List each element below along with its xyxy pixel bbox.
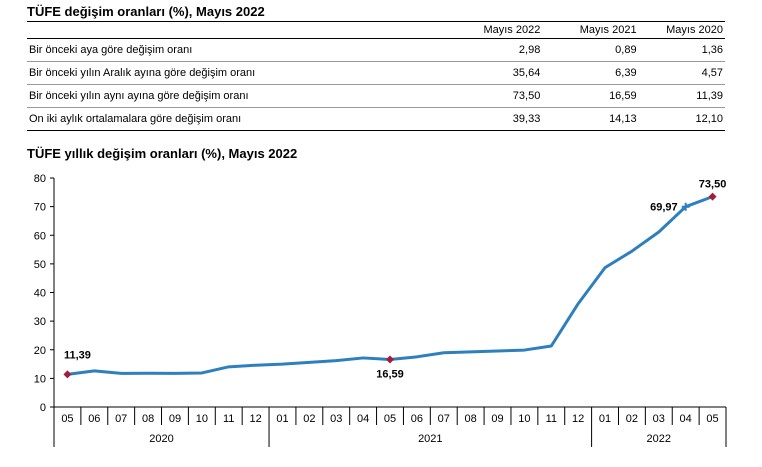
table-cell: 4,57 <box>638 61 725 85</box>
x-tick-label: 11 <box>546 413 557 425</box>
x-tick-label: 07 <box>115 413 127 425</box>
table-cell: 11,39 <box>638 84 725 108</box>
x-tick-label: 05 <box>706 413 718 425</box>
y-tick-label: 80 <box>34 173 46 185</box>
y-tick-label: 10 <box>34 373 46 385</box>
x-tick-label: 04 <box>357 413 369 425</box>
row-label: Bir önceki yılın Aralık ayına göre değiş… <box>27 61 455 85</box>
x-tick-label: 03 <box>330 413 342 425</box>
y-tick-label: 70 <box>34 202 46 214</box>
column-header: Mayıs 2021 <box>542 21 639 39</box>
table-cell: 0,89 <box>615 44 637 56</box>
data-point-marker <box>63 370 72 379</box>
x-tick-label: 03 <box>653 413 665 425</box>
x-tick-label: 01 <box>276 413 288 425</box>
table-cell: 39,33 <box>454 107 543 131</box>
table-row: Bir önceki yılın aynı ayına göre değişim… <box>27 84 725 108</box>
data-label: 73,50 <box>699 179 727 191</box>
x-tick-label: 06 <box>411 413 423 425</box>
table-row: On iki aylık ortalamalara göre değişim o… <box>27 107 725 131</box>
x-tick-label: 12 <box>249 413 261 425</box>
x-tick-label: 07 <box>438 413 450 425</box>
x-tick-label: 04 <box>680 413 692 425</box>
x-tick-label: 09 <box>169 413 181 425</box>
x-tick-label: 06 <box>88 413 100 425</box>
data-label: 69,97 <box>650 202 678 214</box>
series-line <box>67 195 714 376</box>
table-cell: 14,13 <box>542 107 639 131</box>
x-tick-label: 05 <box>61 413 73 425</box>
table-header-empty <box>27 21 455 39</box>
x-tick-label: 12 <box>572 413 584 425</box>
column-header: Mayıs 2022 <box>454 21 543 39</box>
row-label: Bir önceki yılın aynı ayına göre değişim… <box>27 84 455 108</box>
data-point-marker <box>681 202 690 211</box>
x-tick-label: 02 <box>303 413 315 425</box>
column-header: Mayıs 2020 <box>638 21 725 39</box>
x-tick-label: 11 <box>223 413 234 425</box>
x-tick-label: 05 <box>384 413 396 425</box>
y-tick-label: 60 <box>34 230 46 242</box>
y-tick-label: 30 <box>34 316 46 328</box>
year-label: 2021 <box>418 433 442 445</box>
data-label: 11,39 <box>64 349 91 361</box>
x-tick-label: 10 <box>518 413 530 425</box>
table-cell: 2,98 <box>518 44 541 56</box>
x-tick-label: 09 <box>491 413 503 425</box>
chart-title: TÜFE yıllık değişim oranları (%), Mayıs … <box>27 146 298 161</box>
x-tick-label: 10 <box>196 413 208 425</box>
row-label: Bir önceki aya göre değişim oranı <box>29 44 193 56</box>
table-title: TÜFE değişim oranları (%), Mayıs 2022 <box>27 4 265 19</box>
table-cell: 12,10 <box>638 107 725 131</box>
year-label: 2020 <box>149 433 173 445</box>
table-cell: 1,36 <box>701 44 723 56</box>
table-header-row: Mayıs 2022 Mayıs 2021 Mayıs 2020 <box>27 21 725 39</box>
year-label: 2022 <box>647 433 671 445</box>
data-point-marker <box>386 355 394 364</box>
data-label: 16,59 <box>376 369 404 381</box>
table-cell: 35,64 <box>454 61 543 85</box>
table-row: Bir önceki aya göre değişim oranı 2,98 0… <box>27 39 725 62</box>
data-point-marker <box>708 192 717 201</box>
x-tick-label: 02 <box>626 413 638 425</box>
x-tick-label: 01 <box>599 413 611 425</box>
table-cell: 6,39 <box>542 61 639 85</box>
table-cell: 73,50 <box>454 84 543 108</box>
table-cell: 16,59 <box>542 84 639 108</box>
y-tick-label: 40 <box>34 288 46 300</box>
y-tick-label: 0 <box>40 402 46 414</box>
y-tick-label: 20 <box>34 345 46 357</box>
row-label: On iki aylık ortalamalara göre değişim o… <box>27 107 455 131</box>
table-row: Bir önceki yılın Aralık ayına göre değiş… <box>27 61 725 85</box>
x-tick-label: 08 <box>465 413 477 425</box>
y-tick-label: 50 <box>34 259 46 271</box>
x-tick-label: 08 <box>142 413 154 425</box>
change-rates-table: Mayıs 2022 Mayıs 2021 Mayıs 2020 Bir önc… <box>27 21 725 131</box>
